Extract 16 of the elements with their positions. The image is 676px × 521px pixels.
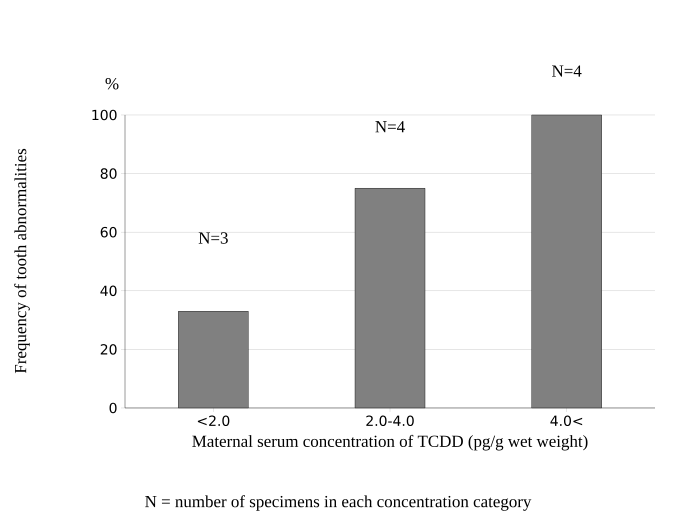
y-tick-label: 0 [110, 402, 117, 414]
text: N = number of specimens in each concentration category [145, 495, 532, 511]
y-tick-label: 20 [100, 344, 117, 355]
text: % [106, 78, 118, 90]
y-tick-label: 40 [100, 286, 117, 296]
annotation: N=3 [198, 232, 228, 244]
x-axis-title: Maternal serum concentration of TCDD (pg/g wet weight) [192, 434, 588, 450]
text: N=4 [552, 65, 582, 77]
y-axis-title: Frequency of tooth abnormalities [14, 148, 30, 374]
y-tick-label: 80 [100, 168, 117, 179]
x-tick-label: 2.0-4.0 [366, 415, 414, 426]
y-tick-label: 60 [100, 226, 117, 238]
annotation: N=4 [375, 121, 405, 132]
x-tick-label: <2.0 [198, 415, 230, 426]
x-tick-label: 4.0< [550, 415, 582, 426]
y-tick-label: 100 [92, 110, 117, 120]
